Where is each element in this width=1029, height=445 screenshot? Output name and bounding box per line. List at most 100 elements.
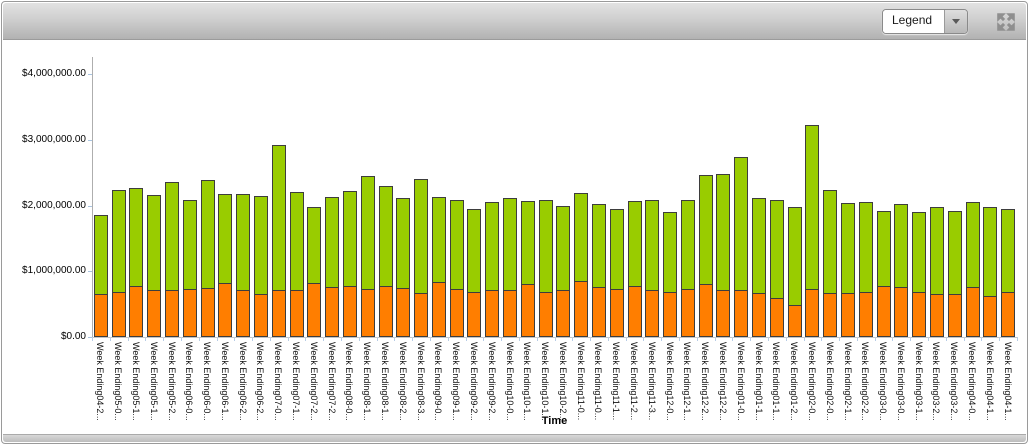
bar-segment-green[interactable] [449,199,464,291]
bar-segment-green[interactable] [431,196,446,283]
bar-week-6[interactable] [182,199,197,337]
bar-segment-green[interactable] [200,179,215,290]
bar-week-50[interactable] [965,201,980,337]
bar-segment-orange[interactable] [841,292,855,337]
bar-segment-orange[interactable] [253,293,268,337]
bar-segment-orange[interactable] [627,285,642,337]
bar-segment-orange[interactable] [147,290,162,337]
bar-segment-green[interactable] [663,212,678,294]
bar-week-9[interactable] [236,193,251,337]
bar-segment-orange[interactable] [609,289,624,337]
bar-segment-green[interactable] [93,215,108,295]
bar-week-37[interactable] [734,156,749,337]
bar-segment-orange[interactable] [680,289,695,337]
bar-segment-orange[interactable] [378,286,393,337]
bar-segment-green[interactable] [165,181,180,291]
bar-week-8[interactable] [218,194,233,337]
bar-segment-green[interactable] [965,201,980,289]
bar-segment-green[interactable] [271,145,286,291]
bar-segment-orange[interactable] [947,293,962,337]
bar-segment-green[interactable] [929,206,944,296]
bar-week-36[interactable] [716,173,731,337]
bar-week-35[interactable] [698,175,713,337]
bar-segment-orange[interactable] [1001,292,1016,337]
bar-segment-green[interactable] [520,200,535,285]
bar-week-23[interactable] [485,201,500,337]
bar-segment-green[interactable] [734,156,749,291]
bar-segment-green[interactable] [894,203,909,289]
bar-segment-orange[interactable] [467,292,482,337]
bar-segment-green[interactable] [680,199,695,291]
bar-segment-orange[interactable] [218,283,233,337]
bar-segment-orange[interactable] [200,288,215,337]
bar-segment-orange[interactable] [485,289,500,337]
bar-week-43[interactable] [841,202,855,337]
bar-week-28[interactable] [574,193,589,337]
bar-segment-orange[interactable] [165,289,180,337]
bar-segment-green[interactable] [574,193,589,283]
bar-week-42[interactable] [823,190,838,337]
bar-segment-orange[interactable] [111,292,126,337]
bar-segment-green[interactable] [645,199,660,292]
bar-week-5[interactable] [165,181,180,337]
bar-segment-orange[interactable] [182,289,197,337]
bar-segment-orange[interactable] [236,290,251,337]
bar-segment-green[interactable] [752,197,767,294]
bar-week-17[interactable] [378,186,393,337]
bar-segment-orange[interactable] [414,292,429,337]
bar-week-27[interactable] [556,206,571,337]
bar-segment-orange[interactable] [289,289,304,337]
bar-week-44[interactable] [858,201,873,337]
bar-segment-orange[interactable] [823,292,838,337]
legend-dropdown-value[interactable]: Legend [883,10,944,33]
bar-segment-green[interactable] [236,193,251,292]
bar-segment-orange[interactable] [556,290,571,337]
bar-week-41[interactable] [805,124,820,337]
bar-week-30[interactable] [609,208,624,337]
bar-segment-green[interactable] [912,212,927,294]
bar-segment-green[interactable] [218,194,233,285]
bar-segment-orange[interactable] [894,287,909,337]
bar-week-13[interactable] [307,206,322,337]
bar-segment-orange[interactable] [716,290,731,337]
bar-segment-green[interactable] [823,190,838,294]
bar-segment-orange[interactable] [271,289,286,337]
bar-week-39[interactable] [769,200,784,337]
bar-segment-green[interactable] [591,204,606,289]
bar-segment-orange[interactable] [431,281,446,337]
bar-segment-green[interactable] [503,197,518,291]
bar-week-32[interactable] [645,199,660,337]
bar-week-29[interactable] [591,204,606,337]
bar-segment-green[interactable] [485,201,500,291]
bar-segment-orange[interactable] [752,292,767,337]
bar-week-25[interactable] [520,200,535,337]
bar-segment-green[interactable] [111,190,126,294]
bar-segment-orange[interactable] [129,286,144,337]
bar-segment-orange[interactable] [307,283,322,337]
bar-segment-orange[interactable] [698,283,713,337]
bar-week-16[interactable] [360,175,375,337]
bar-segment-green[interactable] [253,195,268,295]
bar-segment-green[interactable] [983,206,998,298]
bar-segment-orange[interactable] [325,287,340,337]
bar-segment-green[interactable] [698,175,713,285]
bar-segment-green[interactable] [787,206,802,307]
bar-segment-orange[interactable] [787,305,802,337]
bar-week-45[interactable] [876,210,891,337]
bar-week-12[interactable] [289,191,304,337]
bar-segment-orange[interactable] [876,286,891,337]
bar-segment-green[interactable] [716,173,731,292]
bar-segment-green[interactable] [556,206,571,292]
bar-segment-orange[interactable] [396,288,411,337]
bar-week-46[interactable] [894,203,909,337]
bar-segment-green[interactable] [342,191,357,288]
bar-segment-green[interactable] [396,198,411,290]
bar-segment-green[interactable] [129,188,144,288]
bar-week-20[interactable] [431,196,446,337]
bar-week-40[interactable] [787,206,802,337]
bar-segment-orange[interactable] [912,292,927,337]
bar-week-18[interactable] [396,198,411,337]
bar-segment-green[interactable] [947,211,962,295]
bar-week-26[interactable] [538,199,553,337]
bar-segment-orange[interactable] [965,287,980,337]
